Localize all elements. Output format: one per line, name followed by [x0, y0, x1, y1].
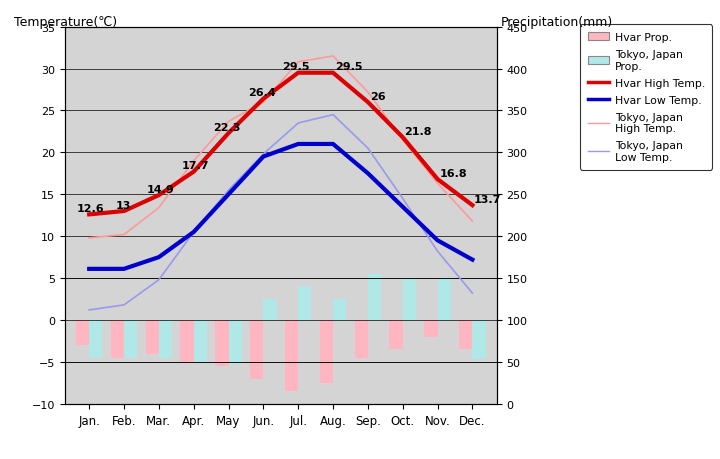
Text: 22.3: 22.3 [213, 123, 240, 132]
Bar [76, 320, 89, 345]
Bar [111, 320, 124, 358]
Bar [390, 320, 402, 350]
Text: Temperature(℃): Temperature(℃) [14, 16, 117, 29]
Bar [181, 320, 194, 362]
Text: Precipitation(mm): Precipitation(mm) [500, 16, 613, 29]
Bar [145, 320, 159, 354]
Bar [333, 299, 346, 320]
Legend: Hvar Prop., Tokyo, Japan
Prop., Hvar High Temp., Hvar Low Temp., Tokyo, Japan
Hi: Hvar Prop., Tokyo, Japan Prop., Hvar Hig… [580, 25, 713, 170]
Bar [215, 320, 228, 366]
Bar [194, 320, 207, 362]
Text: 26.4: 26.4 [248, 88, 276, 98]
Bar [438, 279, 451, 320]
Bar [250, 320, 264, 379]
Bar [89, 320, 102, 358]
Bar [124, 320, 138, 358]
Text: 26: 26 [369, 91, 385, 101]
Bar [264, 299, 276, 320]
Bar [472, 320, 486, 359]
Text: 16.8: 16.8 [439, 168, 467, 179]
Text: 17.7: 17.7 [181, 161, 209, 171]
Text: 12.6: 12.6 [77, 203, 104, 213]
Bar [459, 320, 472, 350]
Text: 29.5: 29.5 [335, 62, 362, 72]
Bar [368, 274, 381, 320]
Text: 13: 13 [115, 200, 131, 210]
Bar [298, 287, 312, 320]
Bar [159, 320, 172, 358]
Text: 13.7: 13.7 [474, 194, 502, 204]
Text: 14.9: 14.9 [147, 185, 174, 194]
Bar [228, 320, 242, 364]
Bar [285, 320, 298, 392]
Text: 21.8: 21.8 [405, 127, 432, 137]
Bar [355, 320, 368, 358]
Text: 29.5: 29.5 [282, 62, 310, 72]
Bar [320, 320, 333, 383]
Bar [424, 320, 438, 337]
Bar [402, 279, 416, 320]
